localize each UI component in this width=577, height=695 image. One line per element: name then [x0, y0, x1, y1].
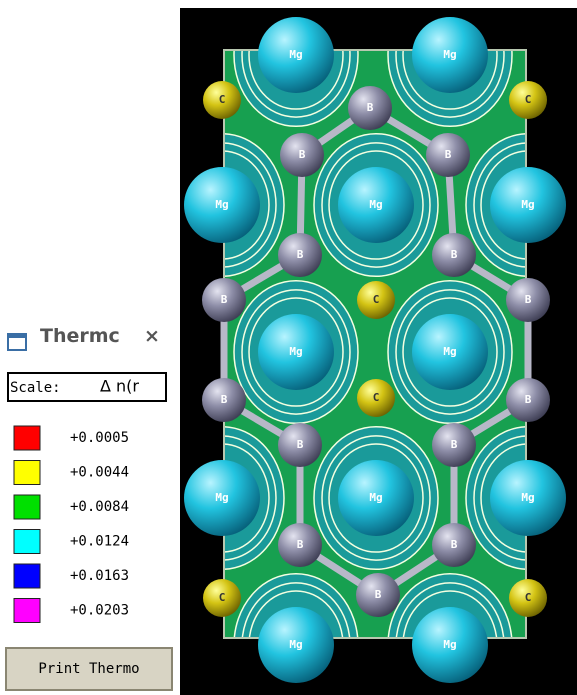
- atom-label: B: [367, 101, 374, 114]
- atom-label: Mg: [369, 491, 382, 504]
- atom-label: Mg: [443, 638, 456, 651]
- legend-label: +0.0163: [70, 568, 129, 584]
- thermo-panel: Thermc × Scale: Δ n(r +0.0005+0.0044+0.0…: [6, 325, 172, 690]
- atom-label: C: [219, 591, 226, 604]
- atom-label: B: [221, 393, 228, 406]
- print-button-label[interactable]: Print Thermo: [38, 661, 139, 677]
- atom-label: Mg: [443, 345, 456, 358]
- legend: +0.0005 +0.0044 +0.0084 +0.0124 +0.0163 +0.02…: [14, 426, 129, 623]
- atom-label: B: [451, 248, 458, 261]
- legend-swatch: [14, 426, 40, 450]
- legend-label: +0.0044: [70, 465, 129, 481]
- atom-label: Mg: [443, 48, 456, 61]
- legend-label: +0.0005: [70, 430, 129, 446]
- legend-label: +0.0203: [70, 603, 129, 619]
- legend-swatch: [14, 495, 40, 519]
- legend-swatch: [14, 564, 40, 588]
- atom-label: Mg: [289, 48, 302, 61]
- atom-label: C: [373, 293, 380, 306]
- legend-label: +0.0084: [70, 499, 129, 515]
- atom-label: C: [373, 391, 380, 404]
- scale-label: Scale:: [10, 380, 61, 396]
- atom-label: B: [297, 438, 304, 451]
- atom-label: B: [451, 538, 458, 551]
- legend-swatch: [14, 530, 40, 554]
- atom-label: C: [525, 93, 532, 106]
- atom-label: C: [219, 93, 226, 106]
- atom-label: B: [375, 588, 382, 601]
- close-button[interactable]: ×: [144, 325, 160, 347]
- atom-label: B: [297, 538, 304, 551]
- legend-swatch: [14, 461, 40, 485]
- atom-label: B: [445, 148, 452, 161]
- atom-label: B: [221, 293, 228, 306]
- atom-label: B: [451, 438, 458, 451]
- atom-label: B: [297, 248, 304, 261]
- atom-label: C: [525, 591, 532, 604]
- atom-label: Mg: [215, 491, 228, 504]
- scale-value: Δ n(r: [100, 377, 139, 396]
- atom-label: B: [299, 148, 306, 161]
- atom-label: Mg: [369, 198, 382, 211]
- atom-label: Mg: [521, 198, 534, 211]
- atom-label: Mg: [289, 345, 302, 358]
- window-icon-bar: [8, 334, 26, 338]
- panel-title: Thermc: [40, 325, 120, 347]
- atom-label: Mg: [289, 638, 302, 651]
- atom-label: Mg: [521, 491, 534, 504]
- atom-label: B: [525, 293, 532, 306]
- legend-swatch: [14, 599, 40, 623]
- legend-label: +0.0124: [70, 534, 129, 550]
- atom-label: B: [525, 393, 532, 406]
- atom-label: Mg: [215, 198, 228, 211]
- screen: Thermc × Scale: Δ n(r +0.0005+0.0044+0.0…: [0, 0, 577, 695]
